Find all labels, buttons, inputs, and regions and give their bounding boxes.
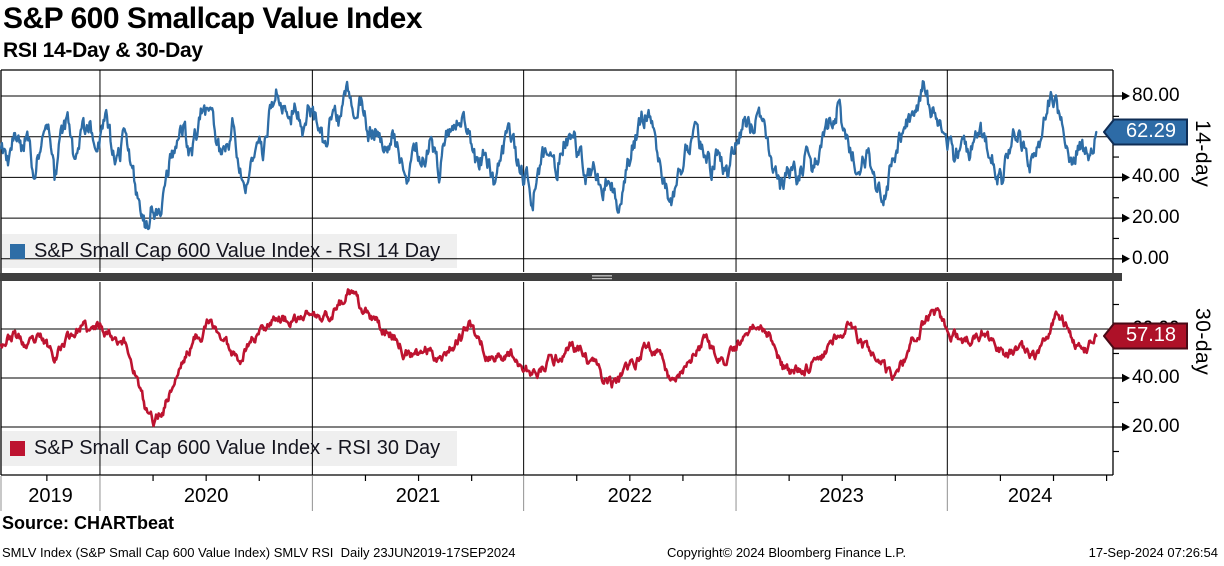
y-tick-label: 40.00 [1132,166,1180,188]
x-year-label: 2019 [28,485,73,507]
footer-descriptor: SMLV Index (S&P Small Cap 600 Value Inde… [2,545,516,560]
last-value-rsi30: 57.18 [1125,324,1177,346]
legend-rsi14[interactable]: S&P Small Cap 600 Value Index - RSI 14 D… [2,234,457,268]
legend-rsi30[interactable]: S&P Small Cap 600 Value Index - RSI 30 D… [2,431,457,466]
legend-swatch-rsi14-icon [10,243,25,259]
legend-swatch-rsi30-icon [10,441,25,456]
y-tick-label: 40.00 [1132,367,1180,388]
y-tick-label: 20.00 [1132,416,1180,437]
last-value-rsi14: 62.29 [1125,120,1177,142]
x-year-label: 2024 [1007,485,1053,507]
legend-label-rsi14: S&P Small Cap 600 Value Index - RSI 14 D… [34,239,441,262]
x-year-label: 2022 [607,485,653,507]
y-tick-label: 0.00 [1132,247,1169,269]
last-value-badge-rsi14: 62.29 [1103,118,1189,146]
y-tick-label: 80.00 [1132,85,1180,106]
axis-title-30day: 30-day [1191,308,1214,376]
x-year-label: 2021 [395,485,441,507]
footer-copyright: Copyright© 2024 Bloomberg Finance L.P. [667,545,907,560]
y-tick-label: 20.00 [1132,207,1180,229]
chart-subtitle: RSI 14-Day & 30-Day [3,39,203,62]
axis-title-14day: 14-day [1191,120,1214,188]
x-year-label: 2020 [183,485,229,507]
chart-title: S&P 600 Smallcap Value Index [3,2,423,35]
footer-timestamp: 17-Sep-2024 07:26:54 [1088,545,1218,560]
last-value-badge-rsi30: 57.18 [1103,322,1189,350]
source-label: Source: CHARTbeat [2,513,175,533]
x-year-label: 2023 [819,485,864,507]
legend-label-rsi30: S&P Small Cap 600 Value Index - RSI 30 D… [34,437,441,459]
